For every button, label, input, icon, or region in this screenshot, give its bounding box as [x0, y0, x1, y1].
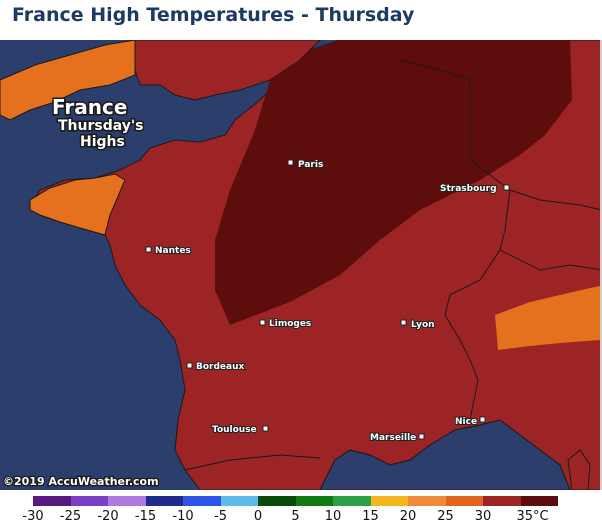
legend-swatch [145, 496, 183, 506]
temperature-map: France Thursday's Highs Paris Strasbourg… [0, 40, 602, 490]
legend-swatch [520, 496, 558, 506]
city-marker [287, 159, 294, 166]
page-title: France High Temperatures - Thursday [12, 4, 415, 26]
city-toulouse: Toulouse [211, 424, 269, 436]
germany-swiss-border [509, 189, 602, 211]
brittany-zone [29, 173, 126, 236]
city-strasbourg: Strasbourg [439, 183, 510, 195]
map-title-line2: Thursday's [58, 118, 144, 134]
title-bar: France High Temperatures - Thursday [0, 0, 602, 40]
alps-zone [495, 286, 600, 350]
legend-label: -30 [22, 509, 44, 524]
city-paris: Paris [287, 159, 324, 171]
legend-swatch [183, 496, 221, 506]
legend-label: -5 [214, 509, 227, 524]
legend-swatch [333, 496, 371, 506]
legend-color-bar [33, 496, 558, 506]
legend-label: 30 [474, 509, 492, 524]
legend-label: 35°C [516, 509, 549, 524]
legend-label: 10 [324, 509, 342, 524]
mediterranean-sea [319, 419, 571, 490]
legend-swatch [295, 496, 333, 506]
legend-swatch [108, 496, 146, 506]
spain-border [184, 454, 321, 471]
eastern-border [444, 80, 511, 421]
frame-edge [600, 40, 602, 490]
legend-label: -20 [97, 509, 119, 524]
city-label: Marseille [370, 433, 416, 443]
corsica-land [567, 449, 591, 490]
legend-label: 25 [437, 509, 454, 524]
belgium-border [399, 59, 471, 81]
city-label: Toulouse [212, 425, 257, 435]
heat-zone-35 [215, 40, 572, 325]
city-marseille: Marseille [369, 432, 425, 444]
legend-label: -25 [59, 509, 82, 524]
legend-swatch [258, 496, 296, 506]
temperature-legend: -30 -25 -20 -15 -10 -5 0 5 10 15 20 25 30 35°C [0, 490, 602, 530]
cornwall-land [0, 40, 136, 121]
legend-label: 0 [253, 509, 263, 524]
city-marker [262, 425, 269, 432]
city-marker [259, 319, 266, 326]
legend-swatch [33, 496, 71, 506]
map-title-line1: France [52, 95, 127, 119]
city-bordeaux: Bordeaux [186, 361, 246, 373]
swiss-italy-border [499, 249, 602, 271]
legend-label: -15 [134, 509, 157, 524]
legend-label: 5 [291, 509, 300, 524]
city-label: Lyon [411, 320, 435, 330]
city-marker [503, 184, 510, 191]
legend-swatch [370, 496, 408, 506]
city-label: Strasbourg [440, 184, 497, 194]
legend-swatch [483, 496, 521, 506]
legend-swatch [70, 496, 108, 506]
legend-label: 15 [362, 509, 379, 524]
legend-labels: -30 -25 -20 -15 -10 -5 0 5 10 15 20 25 30 35°C [0, 509, 602, 529]
legend-swatch [408, 496, 446, 506]
city-marker [479, 416, 486, 423]
city-marker [145, 246, 152, 253]
city-label: Nantes [155, 246, 191, 256]
legend-label: 20 [399, 509, 417, 524]
city-nantes: Nantes [145, 245, 192, 257]
copyright-text: ©2019 AccuWeather.com [3, 475, 159, 488]
city-lyon: Lyon [400, 319, 436, 331]
legend-swatch [445, 496, 483, 506]
city-limoges: Limoges [259, 318, 312, 330]
city-marker [400, 319, 407, 326]
legend-label: -10 [172, 509, 194, 524]
city-label: Bordeaux [196, 362, 245, 372]
city-marker [418, 433, 425, 440]
city-nice: Nice [454, 416, 486, 428]
city-label: Limoges [269, 319, 311, 329]
city-label: Nice [455, 417, 477, 427]
map-title-line3: Highs [80, 134, 125, 150]
legend-swatch [220, 496, 258, 506]
city-label: Paris [298, 160, 323, 170]
city-marker [186, 362, 193, 369]
